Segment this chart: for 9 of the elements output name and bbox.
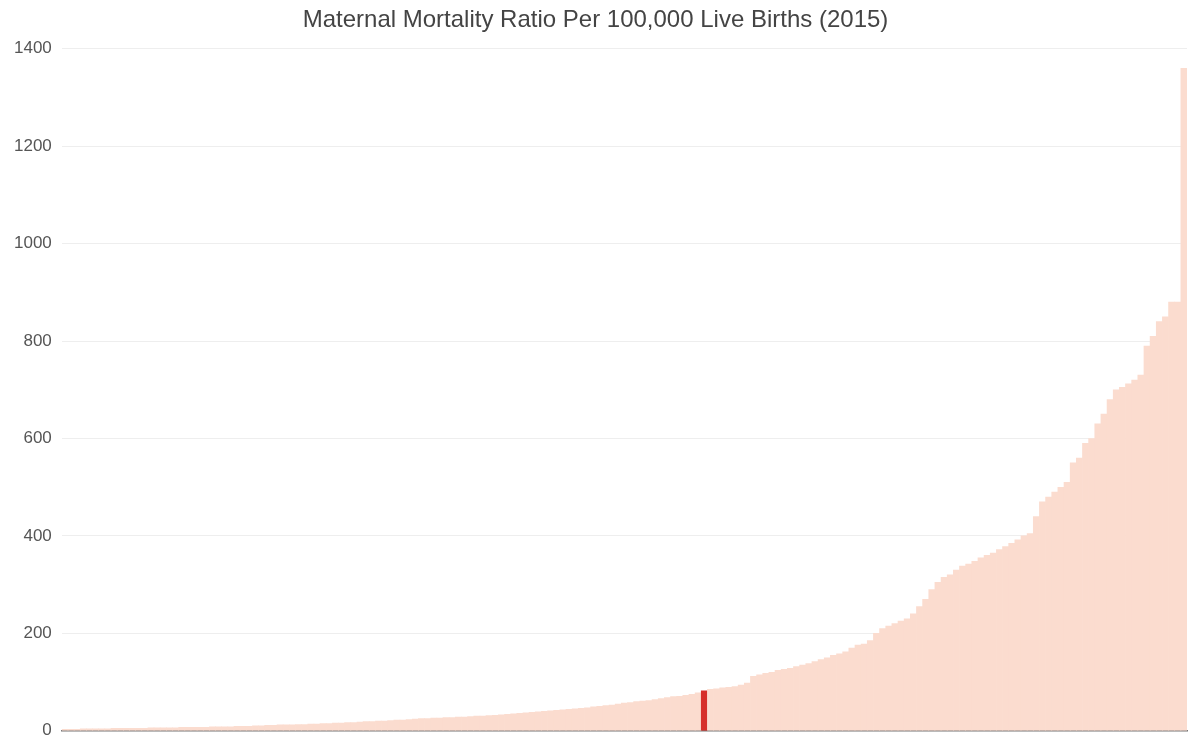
y-tick-label: 1000 <box>13 233 52 253</box>
y-tick-label: 200 <box>23 623 52 643</box>
y-tick-label: 400 <box>23 525 52 545</box>
y-tick-label: 1400 <box>13 38 52 58</box>
y-tick-label: 800 <box>23 330 52 350</box>
y-tick-label: 600 <box>23 428 52 448</box>
y-tick-label: 0 <box>42 720 52 740</box>
y-tick-label: 1200 <box>13 135 52 155</box>
chart-title: Maternal Mortality Ratio Per 100,000 Live Births (2015) <box>302 5 889 33</box>
